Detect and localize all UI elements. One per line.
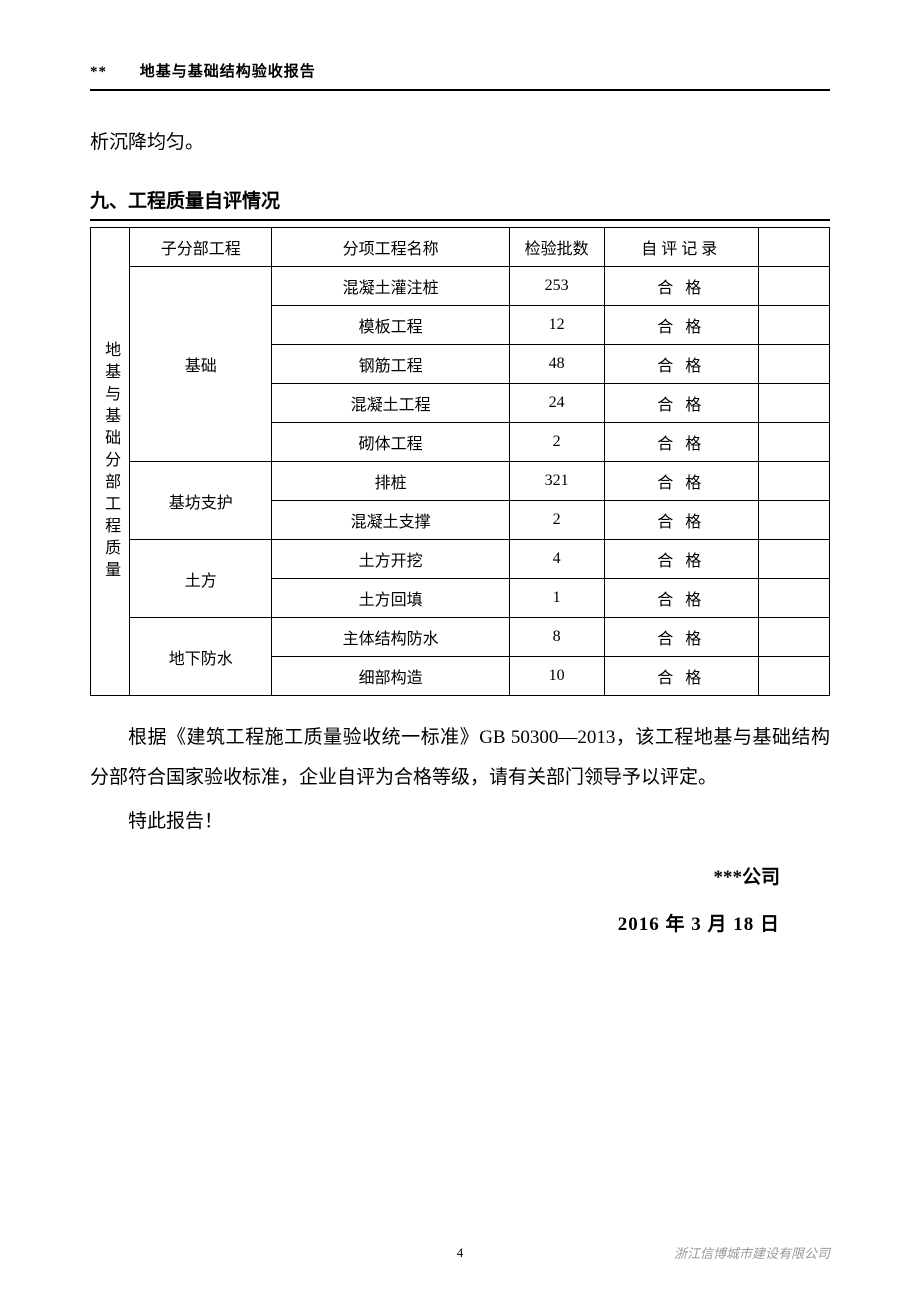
header-prefix: ** [90,64,107,80]
section-title: 九、工程质量自评情况 [90,186,830,221]
group-name: 地下防水 [130,618,272,696]
col-header-count: 检验批数 [509,228,604,267]
item-name: 混凝土支撑 [272,501,509,540]
item-name: 细部构造 [272,657,509,696]
table-side-label: 地基与基础分部工程质量 [91,228,130,696]
item-blank [758,384,829,423]
item-blank [758,423,829,462]
item-count: 24 [509,384,604,423]
quality-table: 地基与基础分部工程质量 子分部工程 分项工程名称 检验批数 自评记录 基础 混凝… [90,227,830,696]
item-name: 模板工程 [272,306,509,345]
item-result: 合 格 [604,306,758,345]
item-result: 合 格 [604,267,758,306]
item-name: 钢筋工程 [272,345,509,384]
item-name: 砌体工程 [272,423,509,462]
item-blank [758,462,829,501]
item-count: 2 [509,501,604,540]
item-count: 48 [509,345,604,384]
document-header: ** 地基与基础结构验收报告 [90,60,830,91]
item-name: 土方回填 [272,579,509,618]
header-title: 地基与基础结构验收报告 [140,64,316,80]
item-count: 8 [509,618,604,657]
item-result: 合 格 [604,540,758,579]
table-header-row: 地基与基础分部工程质量 子分部工程 分项工程名称 检验批数 自评记录 [91,228,830,267]
item-blank [758,345,829,384]
item-blank [758,618,829,657]
item-blank [758,579,829,618]
group-name: 土方 [130,540,272,618]
group-name: 基础 [130,267,272,462]
col-header-blank [758,228,829,267]
signature: ***公司 [90,862,830,889]
group-name: 基坊支护 [130,462,272,540]
table-row: 土方 土方开挖 4 合 格 [91,540,830,579]
item-count: 1 [509,579,604,618]
item-name: 主体结构防水 [272,618,509,657]
item-name: 混凝土灌注桩 [272,267,509,306]
body-paragraph-2: 特此报告！ [90,802,830,842]
item-result: 合 格 [604,345,758,384]
item-result: 合 格 [604,618,758,657]
item-name: 土方开挖 [272,540,509,579]
table-row: 基础 混凝土灌注桩 253 合 格 [91,267,830,306]
item-result: 合 格 [604,462,758,501]
col-header-sub: 子分部工程 [130,228,272,267]
item-blank [758,501,829,540]
item-count: 10 [509,657,604,696]
item-name: 排桩 [272,462,509,501]
item-count: 4 [509,540,604,579]
item-blank [758,306,829,345]
item-blank [758,657,829,696]
footer-watermark: 浙江信博城市建设有限公司 [463,1243,830,1262]
item-result: 合 格 [604,579,758,618]
page-footer: 4 浙江信博城市建设有限公司 [90,1243,830,1262]
col-header-item: 分项工程名称 [272,228,509,267]
table-row: 地下防水 主体结构防水 8 合 格 [91,618,830,657]
item-count: 12 [509,306,604,345]
item-name: 混凝土工程 [272,384,509,423]
item-blank [758,267,829,306]
date: 2016 年 3 月 18 日 [90,909,830,936]
col-header-result: 自评记录 [604,228,758,267]
item-result: 合 格 [604,657,758,696]
item-result: 合 格 [604,423,758,462]
table-row: 基坊支护 排桩 321 合 格 [91,462,830,501]
item-blank [758,540,829,579]
item-count: 253 [509,267,604,306]
item-count: 2 [509,423,604,462]
item-result: 合 格 [604,384,758,423]
continuation-text: 析沉降均匀。 [90,127,830,154]
item-result: 合 格 [604,501,758,540]
item-count: 321 [509,462,604,501]
body-paragraph-1: 根据《建筑工程施工质量验收统一标准》GB 50300—2013，该工程地基与基础… [90,718,830,798]
